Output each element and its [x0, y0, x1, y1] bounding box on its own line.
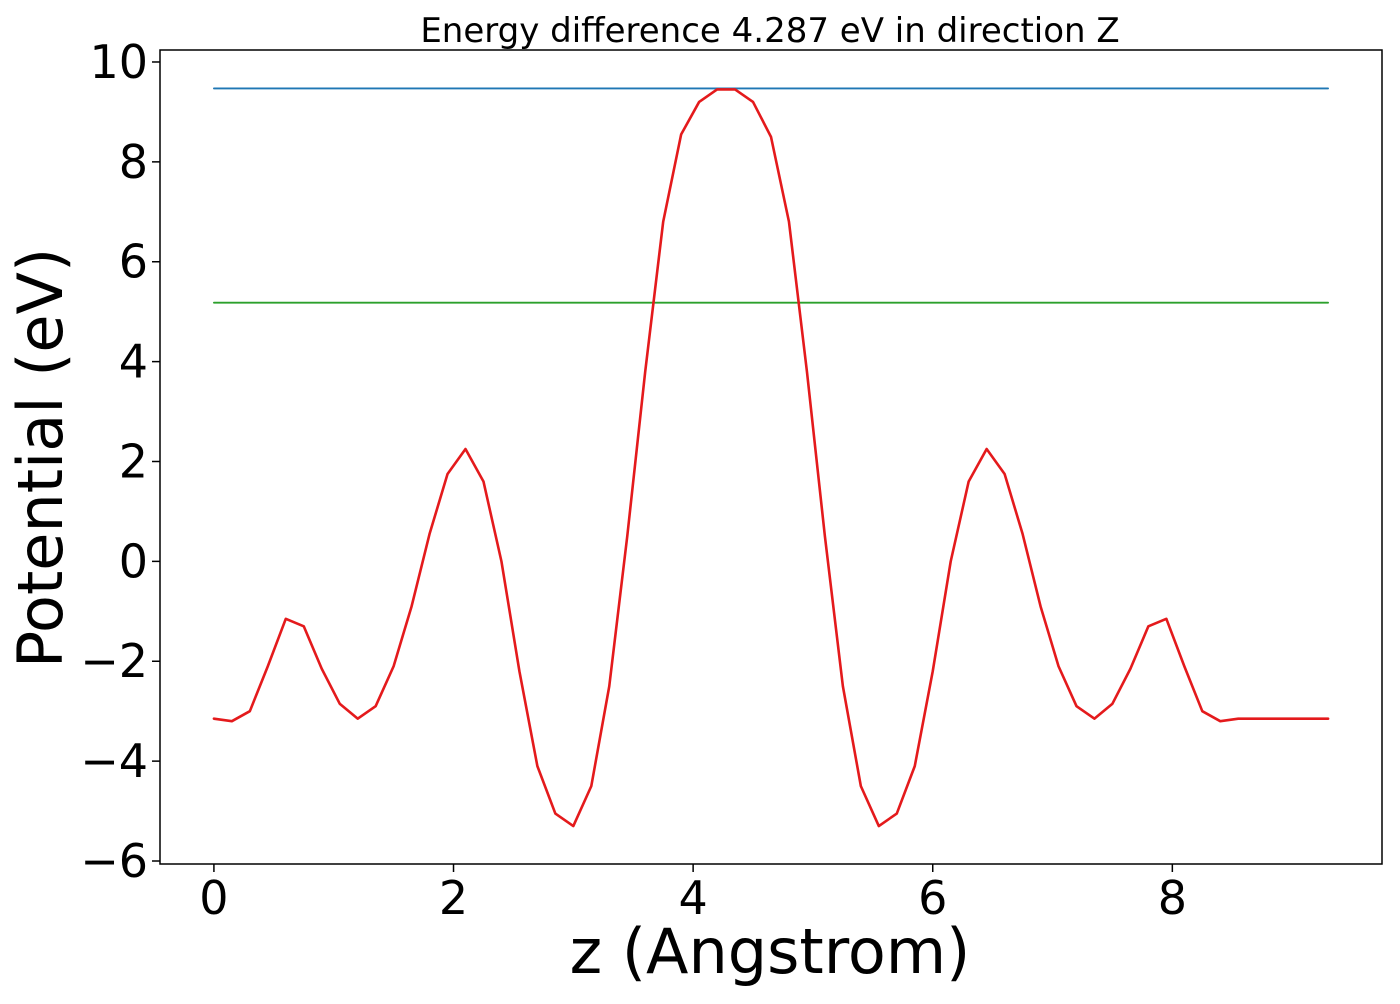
x-tick-label: 0	[199, 871, 228, 925]
y-tick-label: 10	[89, 35, 148, 89]
chart-title: Energy difference 4.287 eV in direction …	[420, 11, 1119, 51]
y-tick-label: −2	[80, 634, 148, 688]
y-tick-label: 4	[119, 335, 148, 389]
x-axis: 0 2 4 6 8	[199, 864, 1187, 925]
y-tick-label: 8	[119, 135, 148, 189]
y-axis: −6 −4 −2 0 2 4 6 8 10	[80, 35, 160, 888]
x-tick-label: 4	[678, 871, 707, 925]
y-tick-label: 2	[119, 434, 148, 488]
plot-area	[159, 49, 1383, 865]
series-layer	[212, 87, 1330, 828]
y-tick-label: 6	[119, 235, 148, 289]
x-axis-label: z (Angstrom)	[570, 915, 971, 988]
x-tick-label: 6	[918, 871, 947, 925]
y-tick-label: 0	[119, 534, 148, 588]
x-tick-label: 8	[1158, 871, 1187, 925]
y-axis-label: Potential (eV)	[4, 248, 77, 668]
plot-frame	[159, 49, 1383, 865]
y-tick-label: −4	[80, 734, 148, 788]
series-line-2	[212, 88, 1330, 828]
y-tick-label: −6	[80, 834, 148, 888]
x-tick-label: 2	[439, 871, 468, 925]
